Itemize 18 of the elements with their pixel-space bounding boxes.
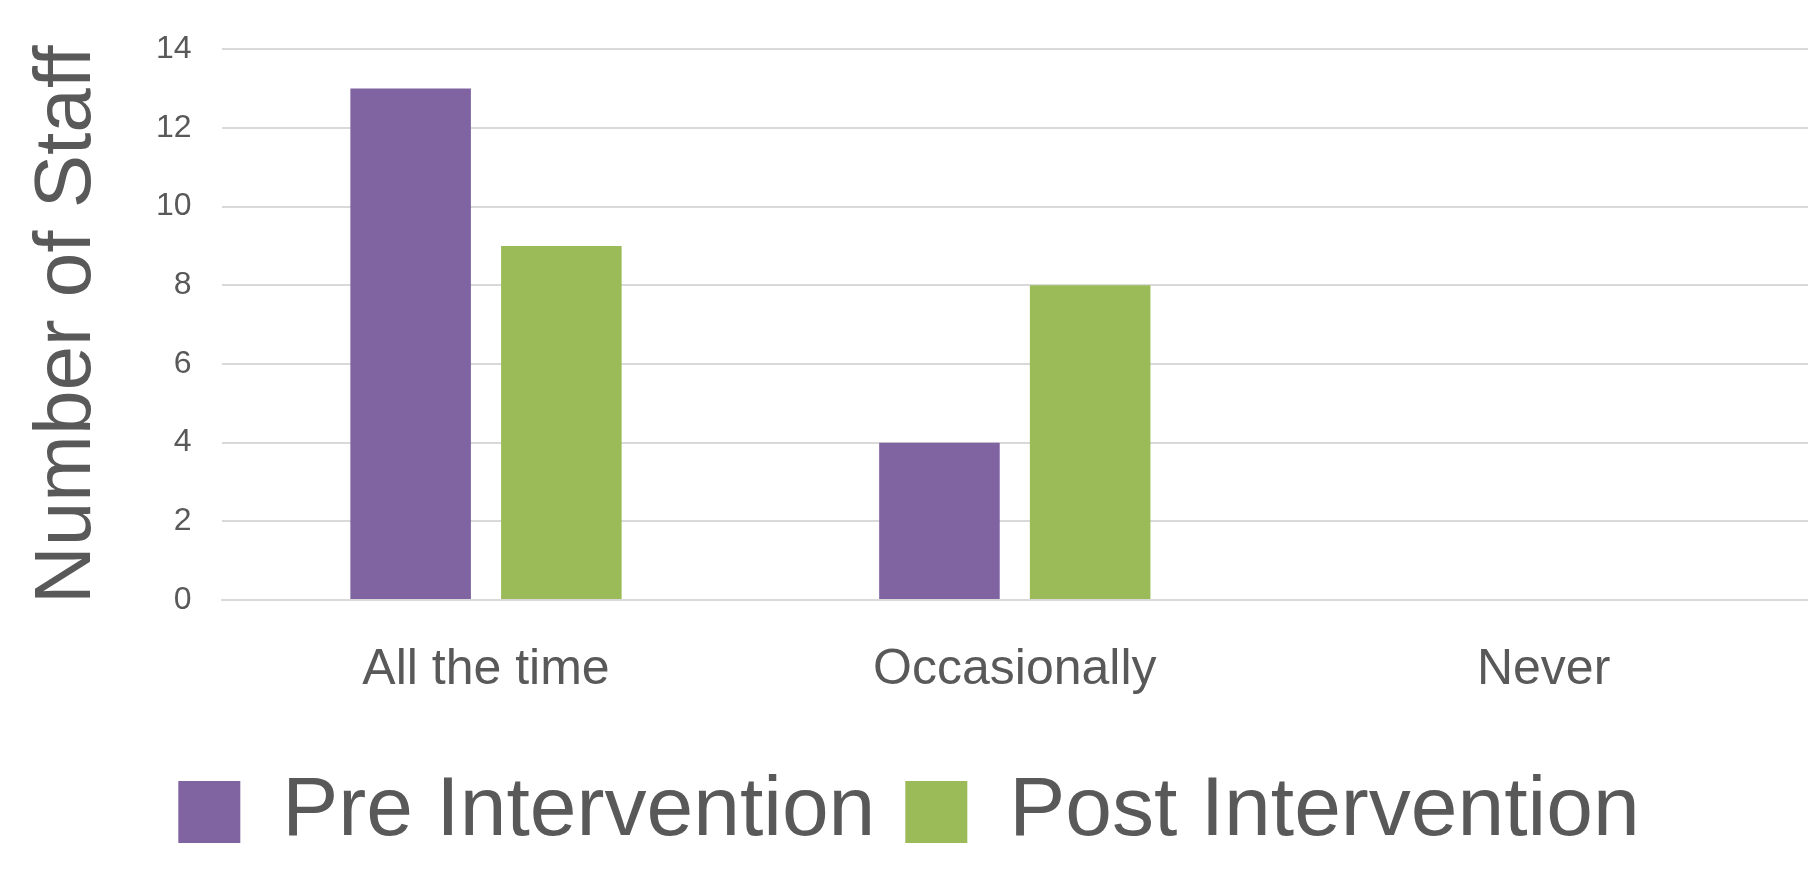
bar xyxy=(350,88,471,599)
y-tick-label: 12 xyxy=(156,107,192,144)
bar xyxy=(879,442,1000,599)
y-tick-label: 10 xyxy=(156,186,192,223)
y-tick-label: 8 xyxy=(173,265,192,302)
y-tick-label: 6 xyxy=(173,343,192,380)
legend-label: Post Intervention xyxy=(1009,759,1640,854)
y-tick-label: 14 xyxy=(156,29,192,66)
y-tick-label: 2 xyxy=(173,501,192,538)
bar xyxy=(501,245,622,599)
x-tick-label: Occasionally xyxy=(873,638,1157,695)
bar xyxy=(1029,285,1151,599)
legend-label: Pre Intervention xyxy=(282,759,876,854)
x-tick-label: Never xyxy=(1476,638,1611,695)
x-tick-label: All the time xyxy=(362,638,610,695)
y-axis-title: Number of Staff xyxy=(18,44,108,604)
y-tick-label: 4 xyxy=(173,422,192,459)
y-tick-label: 0 xyxy=(173,579,192,616)
